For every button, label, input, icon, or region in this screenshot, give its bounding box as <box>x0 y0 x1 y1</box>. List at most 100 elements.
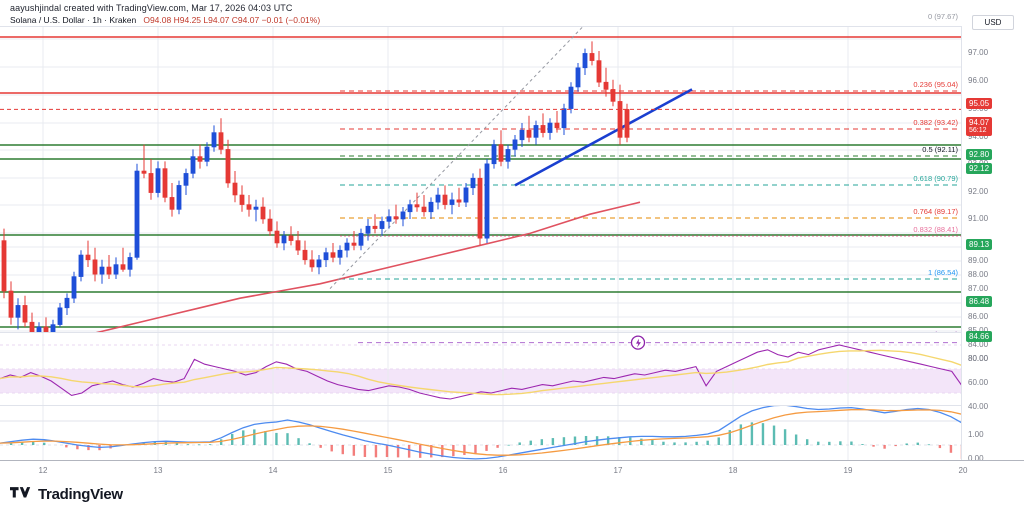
candle[interactable] <box>519 123 525 147</box>
candle[interactable] <box>225 139 231 188</box>
candle[interactable] <box>316 255 322 275</box>
candle[interactable] <box>533 120 539 145</box>
candle[interactable] <box>260 197 266 224</box>
candle[interactable] <box>596 51 602 87</box>
price-tag[interactable]: 84.66 <box>966 331 993 343</box>
symbol-name[interactable]: Solana / U.S. Dollar <box>10 15 85 25</box>
candle[interactable] <box>582 48 588 75</box>
candle[interactable] <box>134 163 140 260</box>
candle[interactable] <box>43 317 49 332</box>
candle[interactable] <box>449 192 455 215</box>
candle[interactable] <box>505 144 511 169</box>
candle[interactable] <box>50 319 56 332</box>
candle[interactable] <box>246 195 252 217</box>
exchange-label[interactable]: Kraken <box>109 15 137 25</box>
candle[interactable] <box>92 247 98 282</box>
candle[interactable] <box>197 144 203 169</box>
price-tag[interactable]: 94.07 56:12 <box>966 117 993 137</box>
candle[interactable] <box>148 159 154 200</box>
candle[interactable] <box>526 115 532 143</box>
candle[interactable] <box>113 257 119 279</box>
candle[interactable] <box>1 228 7 299</box>
candle[interactable] <box>120 247 126 272</box>
candle[interactable] <box>36 322 42 332</box>
candle[interactable] <box>610 79 616 107</box>
candle[interactable] <box>589 41 595 66</box>
candle[interactable] <box>372 214 378 234</box>
price-tag[interactable]: 92.12 <box>966 163 993 175</box>
candle[interactable] <box>603 67 609 97</box>
candle[interactable] <box>302 240 308 265</box>
candle[interactable] <box>561 103 567 135</box>
candle[interactable] <box>253 199 259 222</box>
candle[interactable] <box>141 144 147 179</box>
candle[interactable] <box>169 183 175 217</box>
candle[interactable] <box>351 231 357 251</box>
tradingview-logo[interactable]: TradingView <box>10 486 123 503</box>
candle[interactable] <box>337 245 343 265</box>
price-axis[interactable]: USD 97.0096.0095.0094.0093.0092.0091.009… <box>962 14 1024 463</box>
candle[interactable] <box>211 125 217 152</box>
candle[interactable] <box>57 303 63 327</box>
candle[interactable] <box>456 187 462 207</box>
candle[interactable] <box>386 209 392 229</box>
candle[interactable] <box>176 180 182 215</box>
rsi-pane[interactable] <box>0 332 962 405</box>
candle[interactable] <box>64 293 70 315</box>
price-tag[interactable]: 95.05 <box>966 98 993 110</box>
candle[interactable] <box>330 243 336 263</box>
price-tag[interactable]: 86.48 <box>966 296 993 308</box>
candle[interactable] <box>512 135 518 157</box>
price-tag[interactable]: 92.80 <box>966 149 993 161</box>
candle[interactable] <box>190 149 196 179</box>
candle[interactable] <box>428 197 434 219</box>
candle[interactable] <box>477 168 483 246</box>
candle[interactable] <box>491 139 497 169</box>
candle[interactable] <box>232 171 238 203</box>
interval-label[interactable]: 1h <box>92 15 102 25</box>
candle[interactable] <box>295 231 301 255</box>
candle[interactable] <box>344 238 350 258</box>
candle[interactable] <box>575 63 581 92</box>
candle[interactable] <box>204 142 210 167</box>
candle[interactable] <box>442 185 448 210</box>
candle[interactable] <box>267 209 273 236</box>
price-pane[interactable] <box>0 26 962 332</box>
candle[interactable] <box>400 207 406 227</box>
candle[interactable] <box>22 295 28 327</box>
candle[interactable] <box>29 312 35 332</box>
rsi-lightning-badge-icon[interactable] <box>630 335 646 350</box>
candle[interactable] <box>78 250 84 282</box>
candle[interactable] <box>498 130 504 167</box>
candle[interactable] <box>365 219 371 241</box>
price-tag[interactable]: 89.13 <box>966 239 993 251</box>
uptrend-line[interactable] <box>514 88 693 187</box>
candle[interactable] <box>71 271 77 303</box>
candle[interactable] <box>379 216 385 236</box>
candle[interactable] <box>8 281 14 325</box>
candle[interactable] <box>554 111 560 133</box>
candle[interactable] <box>435 187 441 210</box>
candle[interactable] <box>309 250 315 272</box>
candle[interactable] <box>15 298 21 330</box>
candle[interactable] <box>540 113 546 138</box>
candle[interactable] <box>568 82 574 114</box>
candle[interactable] <box>484 159 490 243</box>
candle[interactable] <box>414 192 420 212</box>
candle[interactable] <box>547 118 553 140</box>
candle[interactable] <box>393 204 399 224</box>
candle[interactable] <box>162 161 168 203</box>
candle[interactable] <box>106 255 112 279</box>
candle[interactable] <box>323 247 329 267</box>
candle[interactable] <box>281 231 287 251</box>
candle[interactable] <box>470 173 476 195</box>
candle[interactable] <box>358 228 364 251</box>
candle[interactable] <box>218 118 224 155</box>
candle[interactable] <box>183 168 189 195</box>
candle[interactable] <box>85 240 91 267</box>
candle[interactable] <box>99 259 105 284</box>
candle[interactable] <box>288 226 294 246</box>
candle[interactable] <box>239 185 245 212</box>
candle[interactable] <box>407 199 413 219</box>
candle[interactable] <box>421 195 427 217</box>
